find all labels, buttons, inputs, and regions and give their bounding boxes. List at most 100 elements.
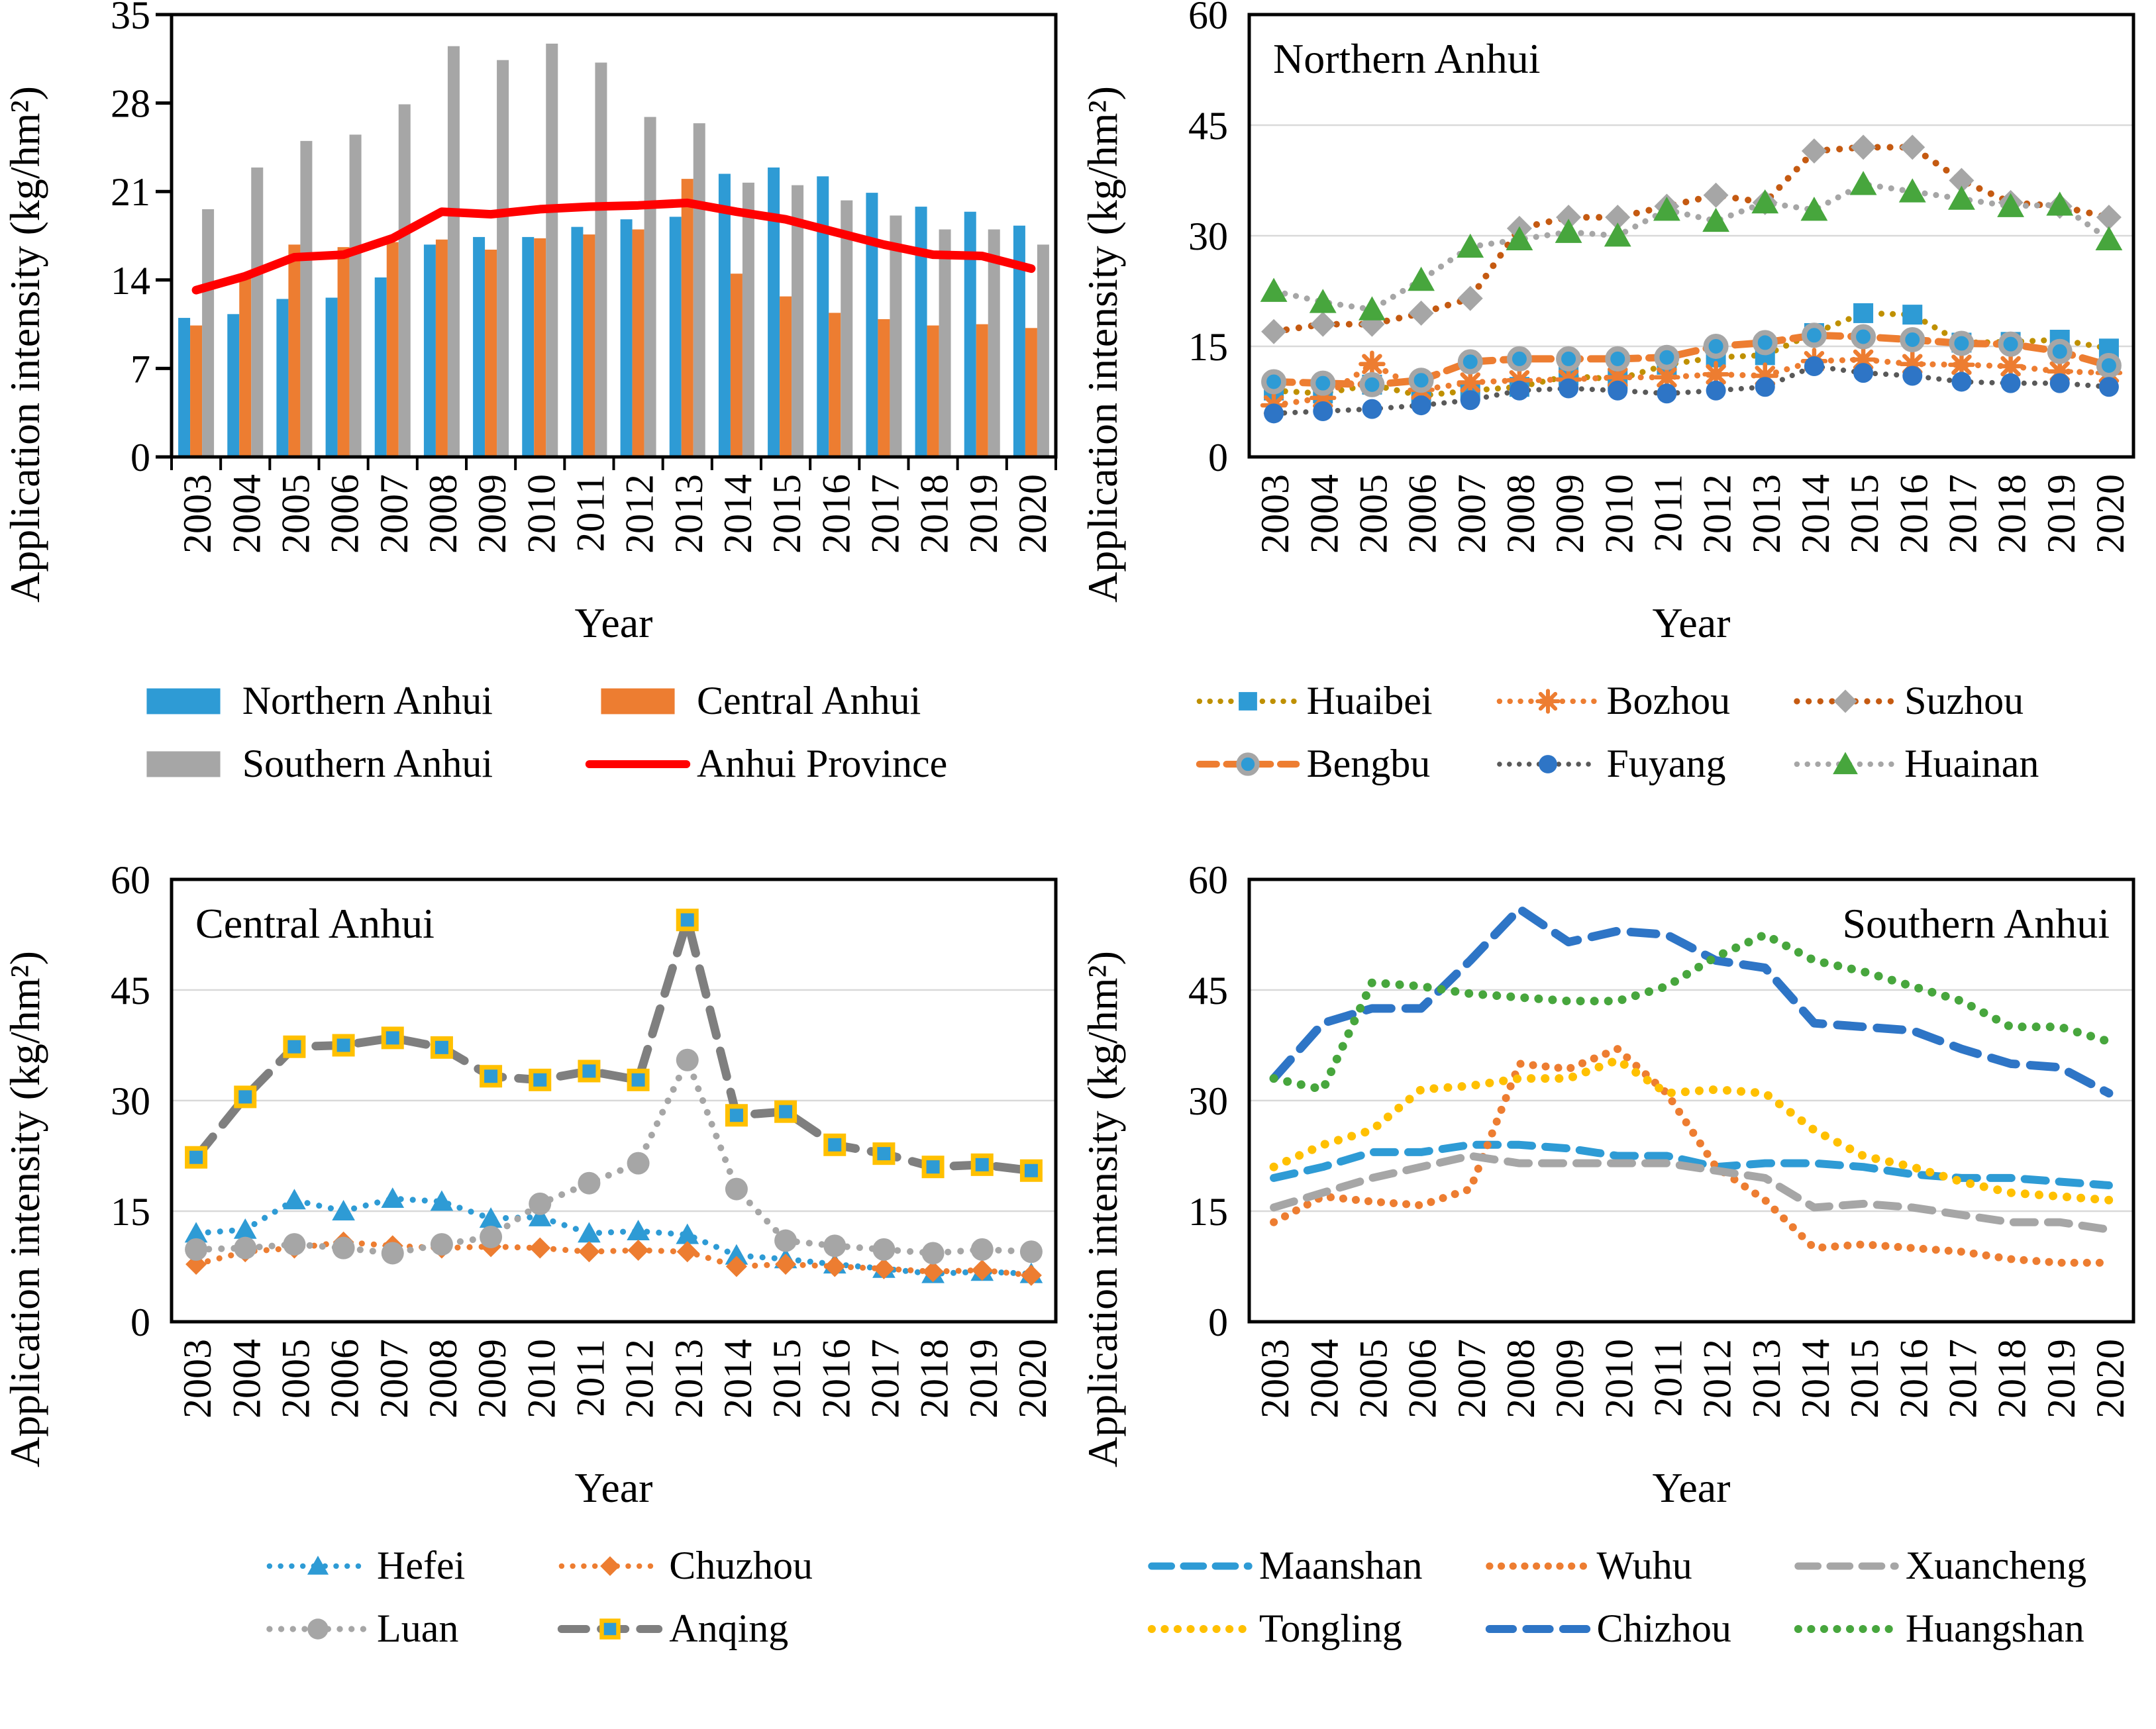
legend-glyph-tongling: [1147, 1624, 1253, 1633]
x-tick-label-2018: 2018: [912, 474, 956, 554]
bar-northern-anhui-2017: [865, 193, 878, 457]
legend-label: Luan: [377, 1606, 459, 1650]
bar-southern-anhui-2008: [447, 46, 460, 457]
y-tick-label-21: 21: [111, 170, 150, 214]
bar-central-anhui-2017: [877, 319, 890, 457]
bar-central-anhui-2013: [681, 179, 693, 457]
anhui-province-legend: Northern Anhui Central Anhui Southern Anhu…: [131, 678, 948, 787]
bar-central-anhui-2007: [386, 242, 399, 457]
legend-label: Chizhou: [1596, 1606, 1731, 1650]
x-tick-label-2020: 2020: [1010, 1339, 1054, 1418]
x-tick-label-2019: 2019: [2039, 474, 2083, 554]
line-huangshan: [1269, 930, 2114, 1094]
bar-southern-anhui-2012: [644, 117, 656, 457]
y-tick-label-30: 30: [1188, 215, 1228, 258]
x-tick-label-2016: 2016: [1892, 1339, 1935, 1418]
plot-frame: [1247, 13, 2135, 459]
legend-glyph-suzhou: [1794, 689, 1897, 713]
bar-northern-anhui-2010: [521, 236, 534, 457]
legend-item-bengbu: Bengbu: [1196, 741, 1433, 787]
legend-item-fuyang: Fuyang: [1496, 741, 1731, 787]
x-axis-title: Year: [1653, 1464, 1731, 1511]
bar-central-anhui-2020: [1025, 328, 1037, 457]
legend-label: Anhui Province: [697, 742, 948, 785]
bar-northern-anhui-2006: [325, 297, 338, 457]
legend-item-chuzhou: Chuzhou: [558, 1543, 813, 1589]
x-tick-label-2006: 2006: [323, 1339, 366, 1418]
legend-item-tongling: Tongling: [1147, 1606, 1423, 1652]
x-tick-label-2014: 2014: [715, 474, 759, 554]
x-tick-label-2013: 2013: [666, 1339, 710, 1418]
legend-item-anhui-province: Anhui Province: [585, 741, 948, 787]
legend-label: Tongling: [1258, 1606, 1402, 1650]
bar-southern-anhui-2017: [889, 215, 901, 457]
legend-label: Chuzhou: [669, 1544, 813, 1587]
x-tick-label-2018: 2018: [1990, 1339, 2034, 1418]
x-tick-label-2009: 2009: [1548, 1339, 1592, 1418]
legend-glyph-luan: [266, 1618, 370, 1640]
x-tick-label-2017: 2017: [863, 474, 907, 554]
legend-glyph-hefei: [266, 1555, 370, 1575]
bar-southern-anhui-2014: [742, 182, 754, 457]
bar-central-anhui-2010: [533, 238, 546, 457]
x-tick-label-2015: 2015: [1843, 1339, 1886, 1418]
x-tick-label-2013: 2013: [1745, 1339, 1788, 1418]
legend-glyph-southern-anhui: [146, 751, 221, 777]
line-chizhou: [1269, 905, 2114, 1098]
bar-northern-anhui-2012: [620, 219, 633, 457]
legend-label: Wuhu: [1596, 1544, 1692, 1587]
bar-southern-anhui-2004: [250, 167, 263, 458]
x-tick-label-2020: 2020: [1010, 474, 1054, 554]
panel-title-northern-anhui: Northern Anhui: [1273, 35, 1541, 82]
x-tick-label-2011: 2011: [568, 474, 612, 552]
line-maanshan: [1270, 1140, 2113, 1190]
y-tick-label-45: 45: [1188, 969, 1228, 1013]
x-tick-label-2004: 2004: [1302, 1339, 1346, 1418]
y-tick-label-0: 0: [130, 436, 150, 479]
line-anhui-province: [191, 198, 1035, 295]
bar-southern-anhui-2006: [349, 134, 362, 458]
bar-central-anhui-2015: [779, 296, 792, 457]
x-tick-label-2011: 2011: [1646, 1339, 1690, 1417]
legend-item-suzhou: Suzhou: [1793, 678, 2039, 724]
legend-label: Bozhou: [1606, 679, 1731, 722]
x-tick-label-2020: 2020: [2088, 474, 2132, 554]
legend-item-northern-anhui: Northern Anhui: [131, 678, 493, 724]
bar-central-anhui-2004: [238, 276, 251, 457]
plot-frame: [1247, 877, 2135, 1324]
panel-anhui-province: 0 7 14 21 28 35 2003 2004 2005 2006 2007 2008 2009 20…: [0, 0, 1078, 865]
legend-label: Suzhou: [1904, 679, 2024, 722]
x-tick-label-2004: 2004: [1302, 474, 1346, 554]
x-tick-label-2011: 2011: [1646, 474, 1690, 552]
legend-item-xuancheng: Xuancheng: [1794, 1543, 2086, 1589]
bar-southern-anhui-2016: [840, 200, 852, 457]
x-axis-title: Year: [1653, 599, 1731, 646]
bar-central-anhui-2005: [287, 244, 300, 457]
bar-central-anhui-2014: [730, 273, 743, 457]
bar-northern-anhui-2008: [423, 244, 436, 457]
x-tick-label-2014: 2014: [1794, 1339, 1837, 1418]
bar-central-anhui-2009: [484, 249, 497, 457]
line-xuancheng: [1270, 1152, 2113, 1234]
x-tick-label-2019: 2019: [2039, 1339, 2083, 1418]
y-axis-title: Application intensity (kg/hm²): [1, 86, 48, 603]
x-tick-label-2015: 2015: [765, 474, 809, 554]
y-tick-label-0: 0: [1208, 1301, 1228, 1344]
y-tick-label-45: 45: [1188, 104, 1228, 148]
central-anhui-legend: Hefei Chuzhou Luan Anqing: [266, 1543, 813, 1652]
bar-northern-anhui-2005: [276, 299, 288, 457]
bar-southern-anhui-2020: [1037, 244, 1049, 457]
northern-anhui-legend: Huaibei Bozhou Suzhou Bengbu Fuyang Huainan: [1196, 678, 2039, 787]
bar-southern-anhui-2018: [939, 229, 951, 457]
bar-southern-anhui-2009: [496, 60, 509, 458]
bar-central-anhui-2008: [435, 239, 448, 457]
panel-title-southern-anhui: Southern Anhui: [1842, 900, 2110, 947]
line-bengbu: [1270, 331, 2113, 389]
y-axis-title: Application intensity (kg/hm²): [1, 951, 48, 1467]
y-axis-title: Application intensity (kg/hm²): [1079, 951, 1126, 1467]
x-tick-label-2007: 2007: [372, 1339, 415, 1418]
bar-central-anhui-2006: [337, 247, 350, 457]
